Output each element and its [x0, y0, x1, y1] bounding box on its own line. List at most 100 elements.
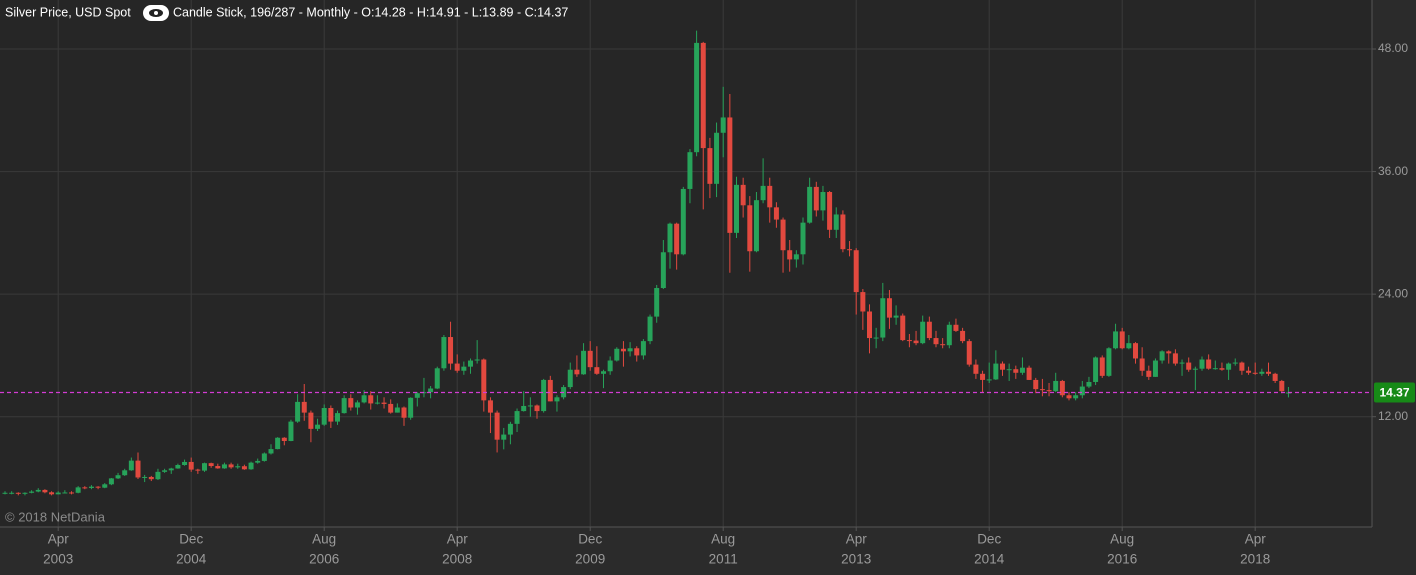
candle-body	[255, 460, 261, 463]
candle-body	[321, 408, 327, 425]
candle-body	[401, 407, 407, 418]
x-tick-label: 2006	[309, 552, 339, 567]
candle-body	[587, 350, 593, 368]
candle-body	[1126, 343, 1132, 349]
candle-body	[408, 397, 414, 418]
candle-body	[354, 402, 360, 408]
x-tick-label: 2003	[43, 552, 73, 567]
candle-body	[521, 405, 527, 412]
candle-body	[95, 486, 101, 488]
candle-body	[867, 311, 872, 339]
candle-body	[361, 395, 367, 403]
candle-body	[295, 401, 301, 422]
candle-body	[900, 315, 906, 341]
candle-body	[906, 340, 912, 342]
candle-body	[481, 359, 487, 401]
candle-body	[1046, 390, 1052, 392]
candle-body	[640, 341, 646, 356]
candle-body	[627, 348, 633, 352]
candle-body	[1152, 360, 1158, 377]
candle-body	[1199, 359, 1205, 369]
chart-title: Silver Price, USD Spot	[5, 5, 131, 19]
candle-body	[973, 364, 979, 374]
price-label: 14.37	[1379, 386, 1409, 400]
candle-body	[1192, 368, 1198, 370]
x-tick-label: 2016	[1107, 552, 1137, 567]
candle-body	[647, 316, 653, 342]
candle-body	[501, 434, 507, 440]
candle-body	[1059, 380, 1065, 396]
candle-body	[2, 492, 8, 494]
candle-body	[913, 340, 919, 344]
candle-body	[241, 466, 247, 470]
candle-body	[773, 207, 779, 220]
plot-area	[0, 0, 1372, 527]
chart-subtitle: Candle Stick, 196/287 - Monthly - O:14.2…	[173, 5, 568, 19]
candle-body	[860, 292, 866, 312]
x-tick-label: Apr	[1245, 532, 1267, 547]
candle-body	[807, 186, 813, 223]
candle-body	[454, 363, 460, 371]
candle-body	[880, 298, 886, 338]
candle-body	[620, 348, 626, 352]
candle-body	[1266, 371, 1271, 374]
candle-body	[275, 437, 281, 450]
candle-body	[35, 489, 41, 492]
watermark: © 2018 NetDania	[5, 509, 106, 524]
candle-body	[1099, 357, 1105, 376]
candle-body	[1019, 367, 1025, 373]
candle-body	[248, 462, 254, 470]
candle-body	[734, 184, 739, 233]
candle-body	[1252, 372, 1258, 374]
candle-body	[1079, 386, 1085, 396]
candle-body	[468, 360, 473, 367]
x-tick-label: Dec	[977, 532, 1001, 547]
candle-body	[128, 460, 134, 471]
candle-body	[813, 186, 819, 211]
candle-body	[268, 449, 274, 454]
candle-body	[594, 367, 600, 374]
candle-body	[940, 344, 946, 346]
candle-body	[9, 492, 15, 494]
candle-body	[1053, 380, 1059, 392]
candle-body	[1026, 367, 1032, 380]
candle-body	[1212, 368, 1218, 370]
candle-body	[946, 324, 952, 346]
candle-body	[494, 412, 500, 440]
x-tick-label: 2004	[176, 552, 207, 567]
candle-body	[348, 398, 354, 408]
candle-body	[601, 371, 606, 374]
candle-body	[1139, 358, 1145, 371]
candle-body	[793, 254, 799, 260]
candle-body	[441, 337, 447, 369]
candle-body	[787, 250, 793, 260]
candle-body	[574, 369, 580, 375]
candle-body	[926, 321, 932, 339]
candle-body	[62, 492, 68, 494]
candle-body	[82, 487, 88, 489]
candle-body	[507, 423, 513, 435]
x-tick-label: 2013	[841, 552, 871, 567]
x-tick-label: 2009	[575, 552, 605, 567]
candle-body	[747, 205, 753, 252]
candle-body	[514, 411, 520, 424]
candle-body	[162, 470, 168, 472]
candle-body	[534, 405, 540, 412]
candle-body	[1186, 362, 1192, 370]
candle-body	[1166, 351, 1172, 354]
candle-body	[1133, 343, 1138, 359]
candle-body	[381, 402, 387, 404]
candle-body	[368, 395, 374, 404]
candle-body	[966, 341, 972, 365]
candle-body	[607, 360, 613, 372]
candle-body	[920, 321, 926, 344]
candle-body	[215, 466, 221, 469]
candle-body	[1206, 359, 1212, 369]
x-tick-label: Aug	[711, 532, 735, 547]
visibility-toggle[interactable]	[143, 5, 169, 21]
candle-body	[1013, 369, 1019, 373]
candle-body	[1119, 331, 1125, 349]
candle-body	[414, 393, 420, 398]
